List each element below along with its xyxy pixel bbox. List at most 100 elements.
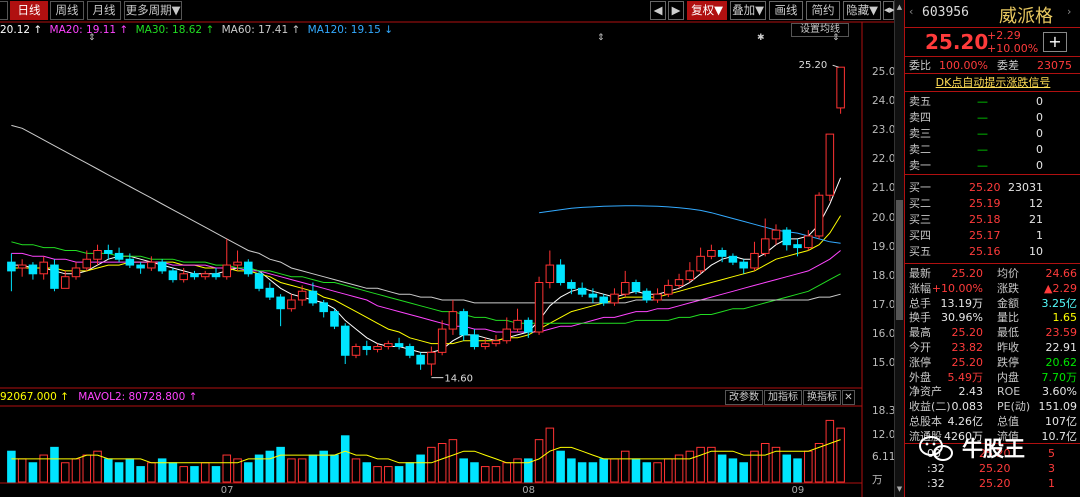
stock-code: 603956 <box>922 5 969 20</box>
volume-bar <box>459 458 468 483</box>
volume-bar <box>599 458 608 483</box>
tab-daily[interactable]: 日线 <box>10 1 48 20</box>
volume-bar <box>265 450 275 483</box>
volume-bar <box>71 458 81 483</box>
candle-body <box>685 270 695 281</box>
candle-body <box>825 133 835 196</box>
volume-bar <box>448 439 458 483</box>
ask-row: 卖二 —0 <box>909 143 1043 156</box>
candle-body <box>480 343 490 348</box>
stat-row: 外盘 5.49万 内盘 7.70万 <box>909 370 1077 384</box>
bid-row: 买五 25.16 10 <box>909 245 1043 258</box>
candle-body <box>728 255 738 263</box>
candle-body <box>93 250 102 260</box>
volume-bar <box>104 458 113 483</box>
candle-body <box>556 264 565 284</box>
volume-tick-label: 万 <box>872 474 883 486</box>
volume-bar <box>157 458 167 483</box>
volume-bar <box>136 466 145 483</box>
candle-body <box>211 273 221 278</box>
candle-body <box>416 354 425 365</box>
volume-bar <box>513 458 522 483</box>
volume-bar <box>480 466 490 483</box>
candle-body <box>620 282 630 295</box>
candle-body <box>513 319 522 330</box>
candle-body <box>7 261 16 272</box>
candle-body <box>340 325 350 356</box>
tab-more-periods[interactable]: 更多周期▼ <box>124 1 182 20</box>
expand-button[interactable]: ◀▶ <box>883 1 895 20</box>
candle-body <box>459 311 468 336</box>
scroll-down-icon[interactable]: ▼ <box>896 485 903 493</box>
draw-line-button[interactable]: 画线 <box>769 1 803 20</box>
ma10-value: 20.12 ↑ <box>0 24 43 36</box>
candle-body <box>782 229 792 246</box>
volume-bar <box>200 462 210 483</box>
next-button[interactable]: ▶ <box>668 1 684 20</box>
bid-row: 买三 25.18 21 <box>909 213 1043 226</box>
add-indicator-button[interactable]: 加指标 <box>764 390 802 405</box>
ma120-value: MA120: 19.15 ↓ <box>307 24 393 36</box>
candle-body <box>168 270 178 281</box>
candle-body <box>157 261 167 272</box>
hide-dropdown[interactable]: 隐藏▼ <box>843 1 881 20</box>
ma20-value: MA20: 19.11 ↑ <box>49 24 129 36</box>
bid-row: 买一 25.20 23031 <box>909 181 1043 194</box>
volume-bar <box>190 466 199 483</box>
volume-bar <box>168 462 178 483</box>
wechat-logo-icon <box>919 436 953 461</box>
volume-bar <box>771 446 781 483</box>
candle-body <box>265 287 275 298</box>
candle-body <box>244 261 253 275</box>
volume-bar <box>308 454 318 483</box>
overlay-dropdown[interactable]: 叠加▼ <box>730 1 766 20</box>
dk-signal-link[interactable]: DK点自动提示涨跌信号 <box>935 76 1051 89</box>
volume-legend: 92067.000 ↑ MAVOL2: 80728.800 ↑ <box>0 391 197 403</box>
volume-bar <box>125 458 135 483</box>
volume-bar <box>276 446 285 483</box>
candle-body <box>696 255 705 272</box>
chevron-right-icon[interactable]: › <box>1067 5 1072 18</box>
candle-body <box>599 296 608 304</box>
simple-mode-button[interactable]: 简约 <box>806 1 840 20</box>
volume-bar <box>793 458 802 483</box>
tab-monthly[interactable]: 月线 <box>87 1 121 20</box>
volume-bar <box>825 419 835 483</box>
candle-body <box>577 287 587 295</box>
tab-fenshi[interactable]: 分时 <box>0 1 8 20</box>
candle-body <box>771 229 781 240</box>
volume-bar <box>556 450 565 483</box>
candle-body <box>287 299 296 310</box>
edit-params-button[interactable]: 改参数 <box>725 390 763 405</box>
candle-body <box>545 264 555 284</box>
candle-body <box>707 250 716 257</box>
scroll-up-icon[interactable]: ▲ <box>896 3 903 11</box>
volume-bar <box>524 458 533 483</box>
high-pointer <box>832 64 839 68</box>
scroll-thumb[interactable] <box>896 200 903 320</box>
kline-chart[interactable]: 25.20 14.60 ⇕ ⇕ ✱ ⇕ <box>0 0 894 497</box>
prev-button[interactable]: ◀ <box>650 1 666 20</box>
candle-body <box>470 334 479 348</box>
candle-body <box>427 351 436 365</box>
vertical-scrollbar[interactable]: ▲ ▼ <box>894 0 904 497</box>
tab-weekly[interactable]: 周线 <box>50 1 84 20</box>
volume-bar <box>7 450 16 483</box>
add-watchlist-button[interactable]: + <box>1043 32 1067 52</box>
close-indicator-icon[interactable]: ✕ <box>842 390 855 405</box>
date-tick-label: 07 <box>220 485 234 496</box>
chevron-left-icon[interactable]: ‹ <box>909 5 914 18</box>
date-tick-label: 09 <box>791 485 805 496</box>
candle-body <box>114 252 124 260</box>
change-indicator-button[interactable]: 换指标 <box>803 390 841 405</box>
candle-body <box>739 261 748 269</box>
volume-bar <box>728 458 738 483</box>
volume-bar <box>814 443 824 483</box>
volume-bar <box>330 454 339 483</box>
volume-bar <box>717 454 727 483</box>
candle-body <box>588 293 598 298</box>
set-ma-button[interactable]: 设置均线 <box>791 23 849 37</box>
volume-bar <box>836 427 845 483</box>
tick-row: :32 25.20 1 <box>927 477 1055 490</box>
fuquan-dropdown[interactable]: 复权▼ <box>687 1 727 20</box>
